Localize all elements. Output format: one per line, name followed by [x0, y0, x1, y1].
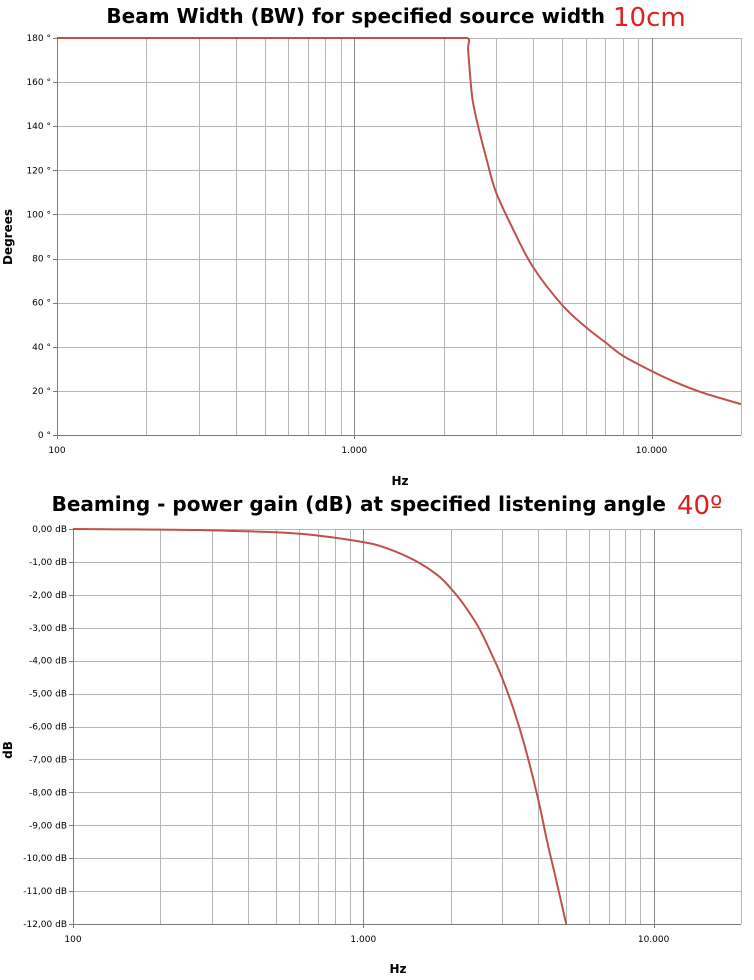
y-tick-label: -5,00 dB — [29, 690, 67, 700]
y-tick-label: 100 ° — [26, 210, 51, 220]
beam-width-series-line — [56, 36, 742, 406]
y-tick-label: -3,00 dB — [29, 624, 67, 634]
y-tick-label: 0,00 dB — [32, 525, 67, 535]
y-tick-label: -9,00 dB — [29, 821, 67, 831]
power-gain-chart: Beaming - power gain (dB) at specified l… — [1, 491, 742, 976]
power-gain-listening-angle: 40º — [677, 491, 722, 521]
y-tick-label: -1,00 dB — [29, 558, 67, 568]
beam-width-grid — [57, 38, 742, 436]
power-gain-grid — [73, 529, 742, 925]
x-tick-label: 1.000 — [341, 446, 367, 456]
beam-width-y-ticks: 180 ° 160 ° 140 ° 120 ° 100 ° 80 ° 60 ° 40 ° 20 … — [26, 34, 57, 441]
power-gain-x-ticks: 100 1.000 10.000 — [64, 924, 670, 945]
y-tick-label: -11,00 dB — [23, 887, 67, 897]
y-tick-label: -4,00 dB — [29, 657, 67, 667]
y-tick-label: 0 ° — [38, 431, 51, 441]
power-gain-chart-title: Beaming - power gain (dB) at specified l… — [52, 492, 666, 516]
y-tick-label: 160 ° — [26, 78, 51, 88]
y-tick-label: 120 ° — [26, 166, 51, 176]
power-gain-y-ticks: 0,00 dB -1,00 dB -2,00 dB -3,00 dB -4,00 dB -… — [23, 525, 73, 930]
power-gain-y-axis-label: dB — [1, 741, 15, 759]
beam-width-y-axis-label: Degrees — [1, 209, 15, 265]
x-tick-label: 100 — [48, 446, 65, 456]
y-tick-label: 80 ° — [32, 255, 51, 265]
y-tick-label: -2,00 dB — [29, 591, 67, 601]
beam-width-chart: Beam Width (BW) for specified source wid… — [1, 3, 742, 488]
power-gain-x-axis-label: Hz — [389, 962, 406, 976]
x-tick-label: 10.000 — [636, 446, 668, 456]
x-tick-label: 1.000 — [350, 935, 376, 945]
y-tick-label: 180 ° — [26, 34, 51, 44]
power-gain-series-line — [72, 528, 568, 925]
y-tick-label: 40 ° — [32, 343, 51, 353]
y-tick-label: 60 ° — [32, 299, 51, 309]
y-tick-label: 140 ° — [26, 122, 51, 132]
y-tick-label: -6,00 dB — [29, 723, 67, 733]
y-tick-label: -10,00 dB — [23, 854, 67, 864]
y-tick-label: 20 ° — [32, 387, 51, 397]
x-tick-label: 100 — [64, 935, 81, 945]
y-tick-label: -7,00 dB — [29, 755, 67, 765]
beam-width-x-axis-label: Hz — [391, 474, 408, 488]
y-tick-label: -8,00 dB — [29, 788, 67, 798]
beam-width-x-ticks: 100 1.000 10.000 — [48, 435, 668, 456]
x-tick-label: 10.000 — [638, 935, 670, 945]
beam-width-source-width: 10cm — [613, 3, 686, 33]
y-tick-label: -12,00 dB — [23, 920, 67, 930]
beam-width-chart-title: Beam Width (BW) for specified source wid… — [106, 4, 605, 28]
